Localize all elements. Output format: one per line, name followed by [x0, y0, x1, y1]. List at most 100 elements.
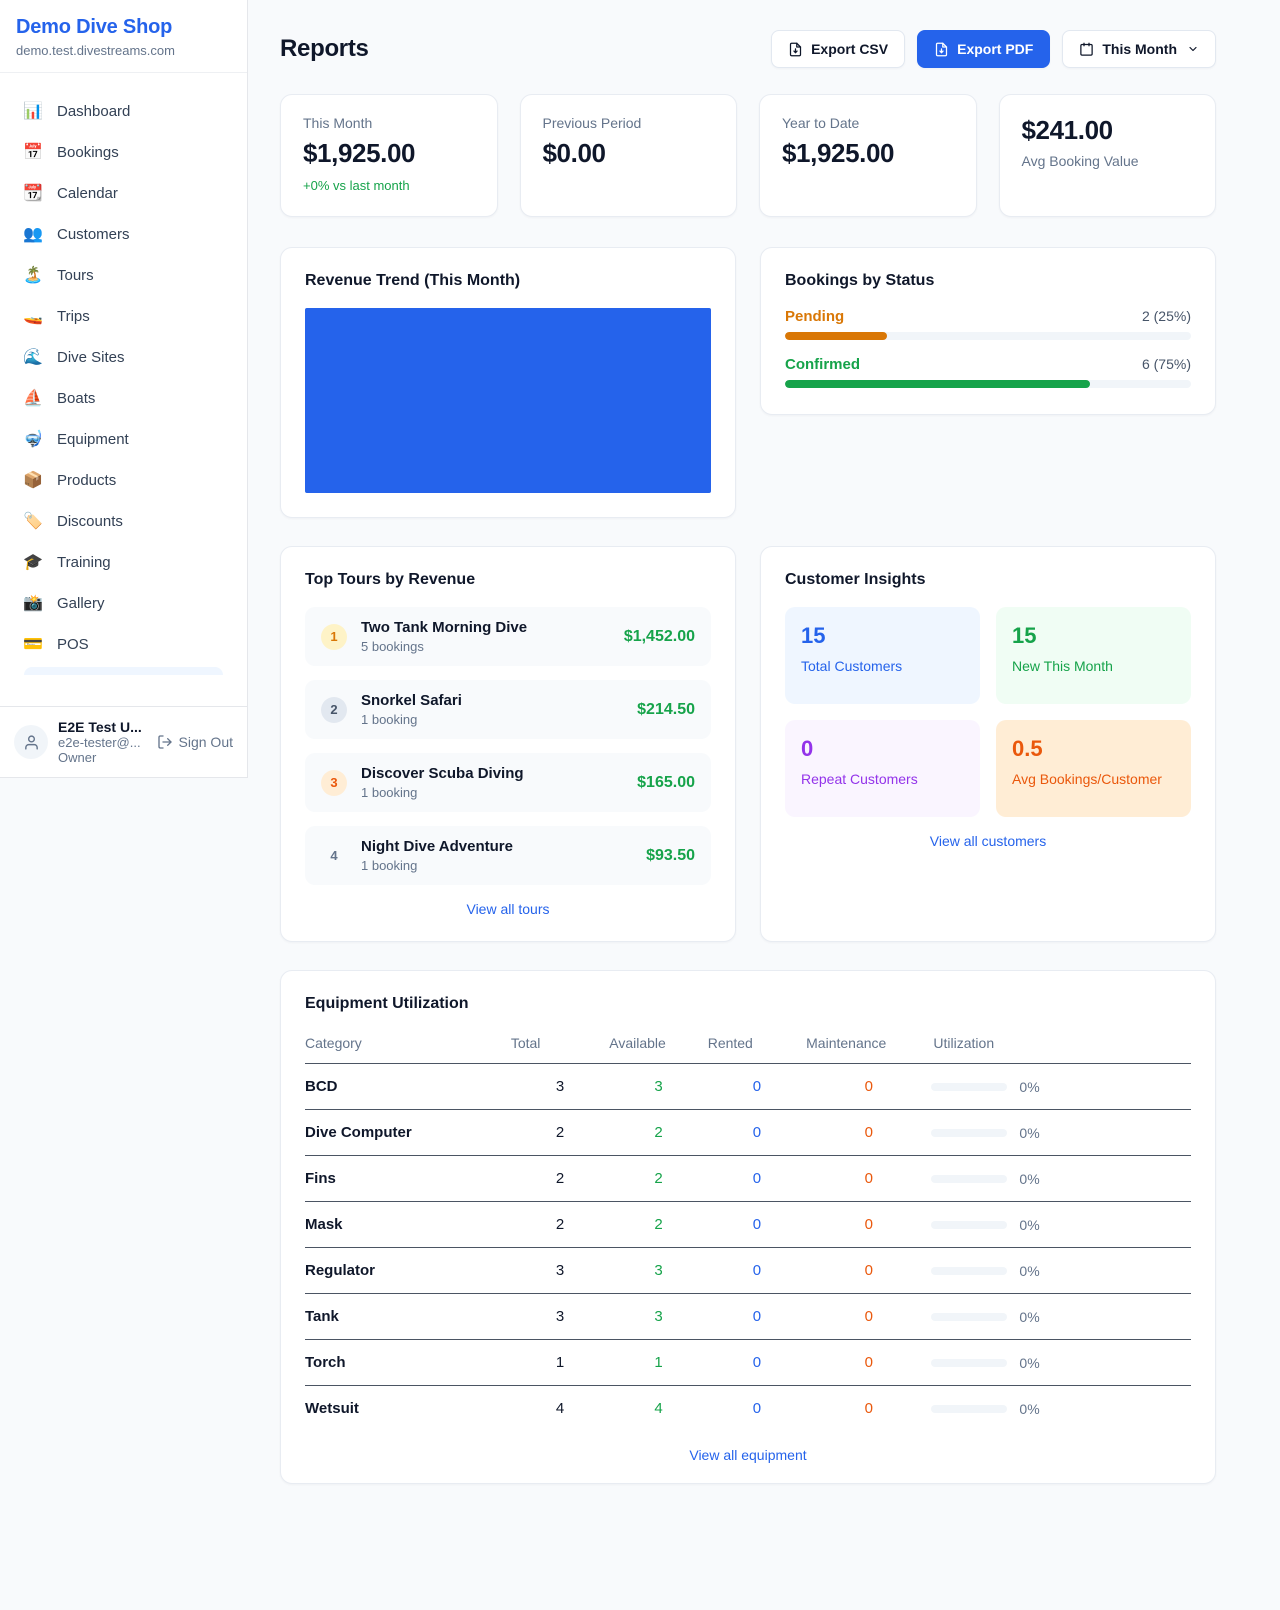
cell-utilization: 0%	[931, 1263, 1191, 1279]
table-row: Wetsuit 4 4 0 0 0%	[305, 1386, 1191, 1432]
progress-fill	[785, 380, 1090, 388]
user-icon	[24, 734, 38, 750]
table-row: Tank 3 3 0 0 0%	[305, 1293, 1191, 1340]
sidebar-item-bookings[interactable]: 📅 Bookings	[12, 134, 235, 171]
utilization-percent: 0%	[1019, 1400, 1040, 1417]
utilization-track	[931, 1082, 1008, 1091]
cell-category: BCD	[305, 1063, 511, 1110]
sidebar-item-gallery[interactable]: 📸 Gallery	[12, 585, 235, 622]
top-tours-title: Top Tours by Revenue	[305, 571, 476, 588]
insight-tile-total-customers: 15 Total Customers	[785, 607, 980, 704]
sidebar-item-tours[interactable]: 🏝️ Tours	[12, 257, 235, 294]
graduation-cap-icon: 🎓	[23, 553, 43, 571]
column-header-rented: Rented	[707, 1025, 807, 1064]
cell-category: Tank	[305, 1293, 511, 1340]
tour-bookings: 1 booking	[361, 712, 418, 727]
status-row-pending: Pending 2 (25%)	[785, 308, 1191, 340]
sidebar-item-training[interactable]: 🎓 Training	[12, 544, 235, 581]
stat-value: $1,925.00	[303, 138, 416, 168]
sidebar-item-label: Training	[57, 554, 111, 571]
tour-name: Snorkel Safari	[361, 692, 462, 709]
page-header: Reports Export CSV Export PDF This Month	[280, 30, 1216, 68]
tour-row[interactable]: 4 Night Dive Adventure 1 booking $93.50	[305, 826, 711, 885]
sidebar-item-discounts[interactable]: 🏷️ Discounts	[12, 503, 235, 540]
insights-row: Top Tours by Revenue 1 Two Tank Morning …	[280, 546, 1216, 942]
export-pdf-button[interactable]: Export PDF	[917, 30, 1051, 68]
cell-utilization: 0%	[931, 1171, 1191, 1187]
sidebar-item-label: Products	[57, 472, 117, 489]
tour-row[interactable]: 2 Snorkel Safari 1 booking $214.50	[305, 680, 711, 739]
tour-bookings: 5 bookings	[361, 639, 424, 654]
stat-value: $0.00	[542, 138, 606, 168]
top-tours-card: Top Tours by Revenue 1 Two Tank Morning …	[280, 546, 736, 942]
sidebar-item-reports-partial[interactable]	[24, 667, 223, 675]
cell-total: 3	[510, 1063, 610, 1110]
sidebar-header: Demo Dive Shop demo.test.divestreams.com	[0, 0, 247, 73]
tour-row[interactable]: 1 Two Tank Morning Dive 5 bookings $1,45…	[305, 607, 711, 666]
customers-icon: 👥	[23, 225, 43, 243]
tile-label: New This Month	[1012, 658, 1113, 674]
sidebar-item-dive-sites[interactable]: 🌊 Dive Sites	[12, 339, 235, 376]
view-all-equipment-link[interactable]: View all equipment	[689, 1447, 807, 1463]
cell-available: 2	[609, 1109, 708, 1156]
sidebar-item-equipment[interactable]: 🤿 Equipment	[12, 421, 235, 458]
cell-total: 1	[510, 1339, 610, 1386]
tour-info: Discover Scuba Diving 1 booking	[361, 765, 623, 800]
cell-rented: 0	[707, 1201, 807, 1248]
column-header-utilization: Utilization	[931, 1025, 1191, 1064]
period-selector[interactable]: This Month	[1062, 30, 1216, 68]
stat-card-previous-period: Previous Period $0.00	[519, 94, 737, 217]
cell-rented: 0	[707, 1063, 807, 1110]
shop-domain: demo.test.divestreams.com	[16, 43, 175, 58]
sign-out-button[interactable]: Sign Out	[157, 734, 233, 750]
tour-revenue: $214.50	[637, 700, 695, 718]
cell-available: 2	[609, 1155, 708, 1202]
customer-insights-card: Customer Insights 15 Total Customers 15 …	[760, 546, 1216, 942]
sidebar-item-dashboard[interactable]: 📊 Dashboard	[12, 93, 235, 130]
insight-tile-avg-bookings: 0.5 Avg Bookings/Customer	[996, 720, 1191, 817]
calendar-icon: 📆	[23, 184, 43, 202]
utilization-percent: 0%	[1019, 1308, 1040, 1325]
table-header-row: Category Total Available Rented Maintena…	[305, 1025, 1191, 1064]
column-header-category: Category	[305, 1025, 511, 1064]
sidebar-item-customers[interactable]: 👥 Customers	[12, 216, 235, 253]
sidebar-item-pos[interactable]: 💳 POS	[12, 626, 235, 663]
sidebar-item-label: Bookings	[57, 144, 119, 161]
table-row: Regulator 3 3 0 0 0%	[305, 1247, 1191, 1294]
stat-label: Previous Period	[542, 115, 642, 131]
dashboard-icon: 📊	[23, 102, 43, 120]
sidebar-item-boats[interactable]: ⛵ Boats	[12, 380, 235, 417]
view-all-customers-link[interactable]: View all customers	[929, 833, 1047, 849]
table-row: Mask 2 2 0 0 0%	[305, 1201, 1191, 1248]
bookings-by-status-card: Bookings by Status Pending 2 (25%) Confi…	[760, 247, 1216, 415]
header-actions: Export CSV Export PDF This Month	[771, 30, 1216, 68]
progress-track	[785, 332, 1191, 340]
sidebar-item-label: Trips	[57, 308, 90, 325]
tile-value: 0.5	[1012, 736, 1043, 761]
sidebar-item-trips[interactable]: 🚤 Trips	[12, 298, 235, 335]
package-icon: 📦	[23, 471, 43, 489]
cell-utilization: 0%	[931, 1309, 1191, 1325]
utilization-percent: 0%	[1019, 1170, 1040, 1187]
sidebar-item-calendar[interactable]: 📆 Calendar	[12, 175, 235, 212]
rank-badge: 1	[321, 623, 347, 650]
tour-row[interactable]: 3 Discover Scuba Diving 1 booking $165.0…	[305, 753, 711, 812]
utilization-percent: 0%	[1019, 1124, 1040, 1141]
main-content: Reports Export CSV Export PDF This Month	[248, 0, 1280, 1610]
camera-icon: 📸	[23, 594, 43, 612]
export-csv-button[interactable]: Export CSV	[771, 30, 906, 68]
cell-rented: 0	[707, 1155, 807, 1202]
cell-rented: 0	[752, 1400, 762, 1417]
user-panel: E2E Test U... e2e-tester@... Owner Sign …	[0, 706, 247, 777]
user-role: Owner	[58, 750, 97, 765]
sidebar-item-products[interactable]: 📦 Products	[12, 462, 235, 499]
user-info: E2E Test U... e2e-tester@... Owner	[58, 719, 147, 765]
cell-rented: 0	[707, 1247, 807, 1294]
cell-rented: 0	[707, 1109, 807, 1156]
stat-delta: +0% vs last month	[303, 178, 410, 193]
view-all-tours-link[interactable]: View all tours	[466, 901, 550, 917]
stat-card-year-to-date: Year to Date $1,925.00	[759, 94, 977, 217]
cell-maintenance: 0	[806, 1339, 932, 1386]
tour-bookings: 1 booking	[361, 858, 418, 873]
cell-maintenance: 0	[806, 1247, 932, 1294]
